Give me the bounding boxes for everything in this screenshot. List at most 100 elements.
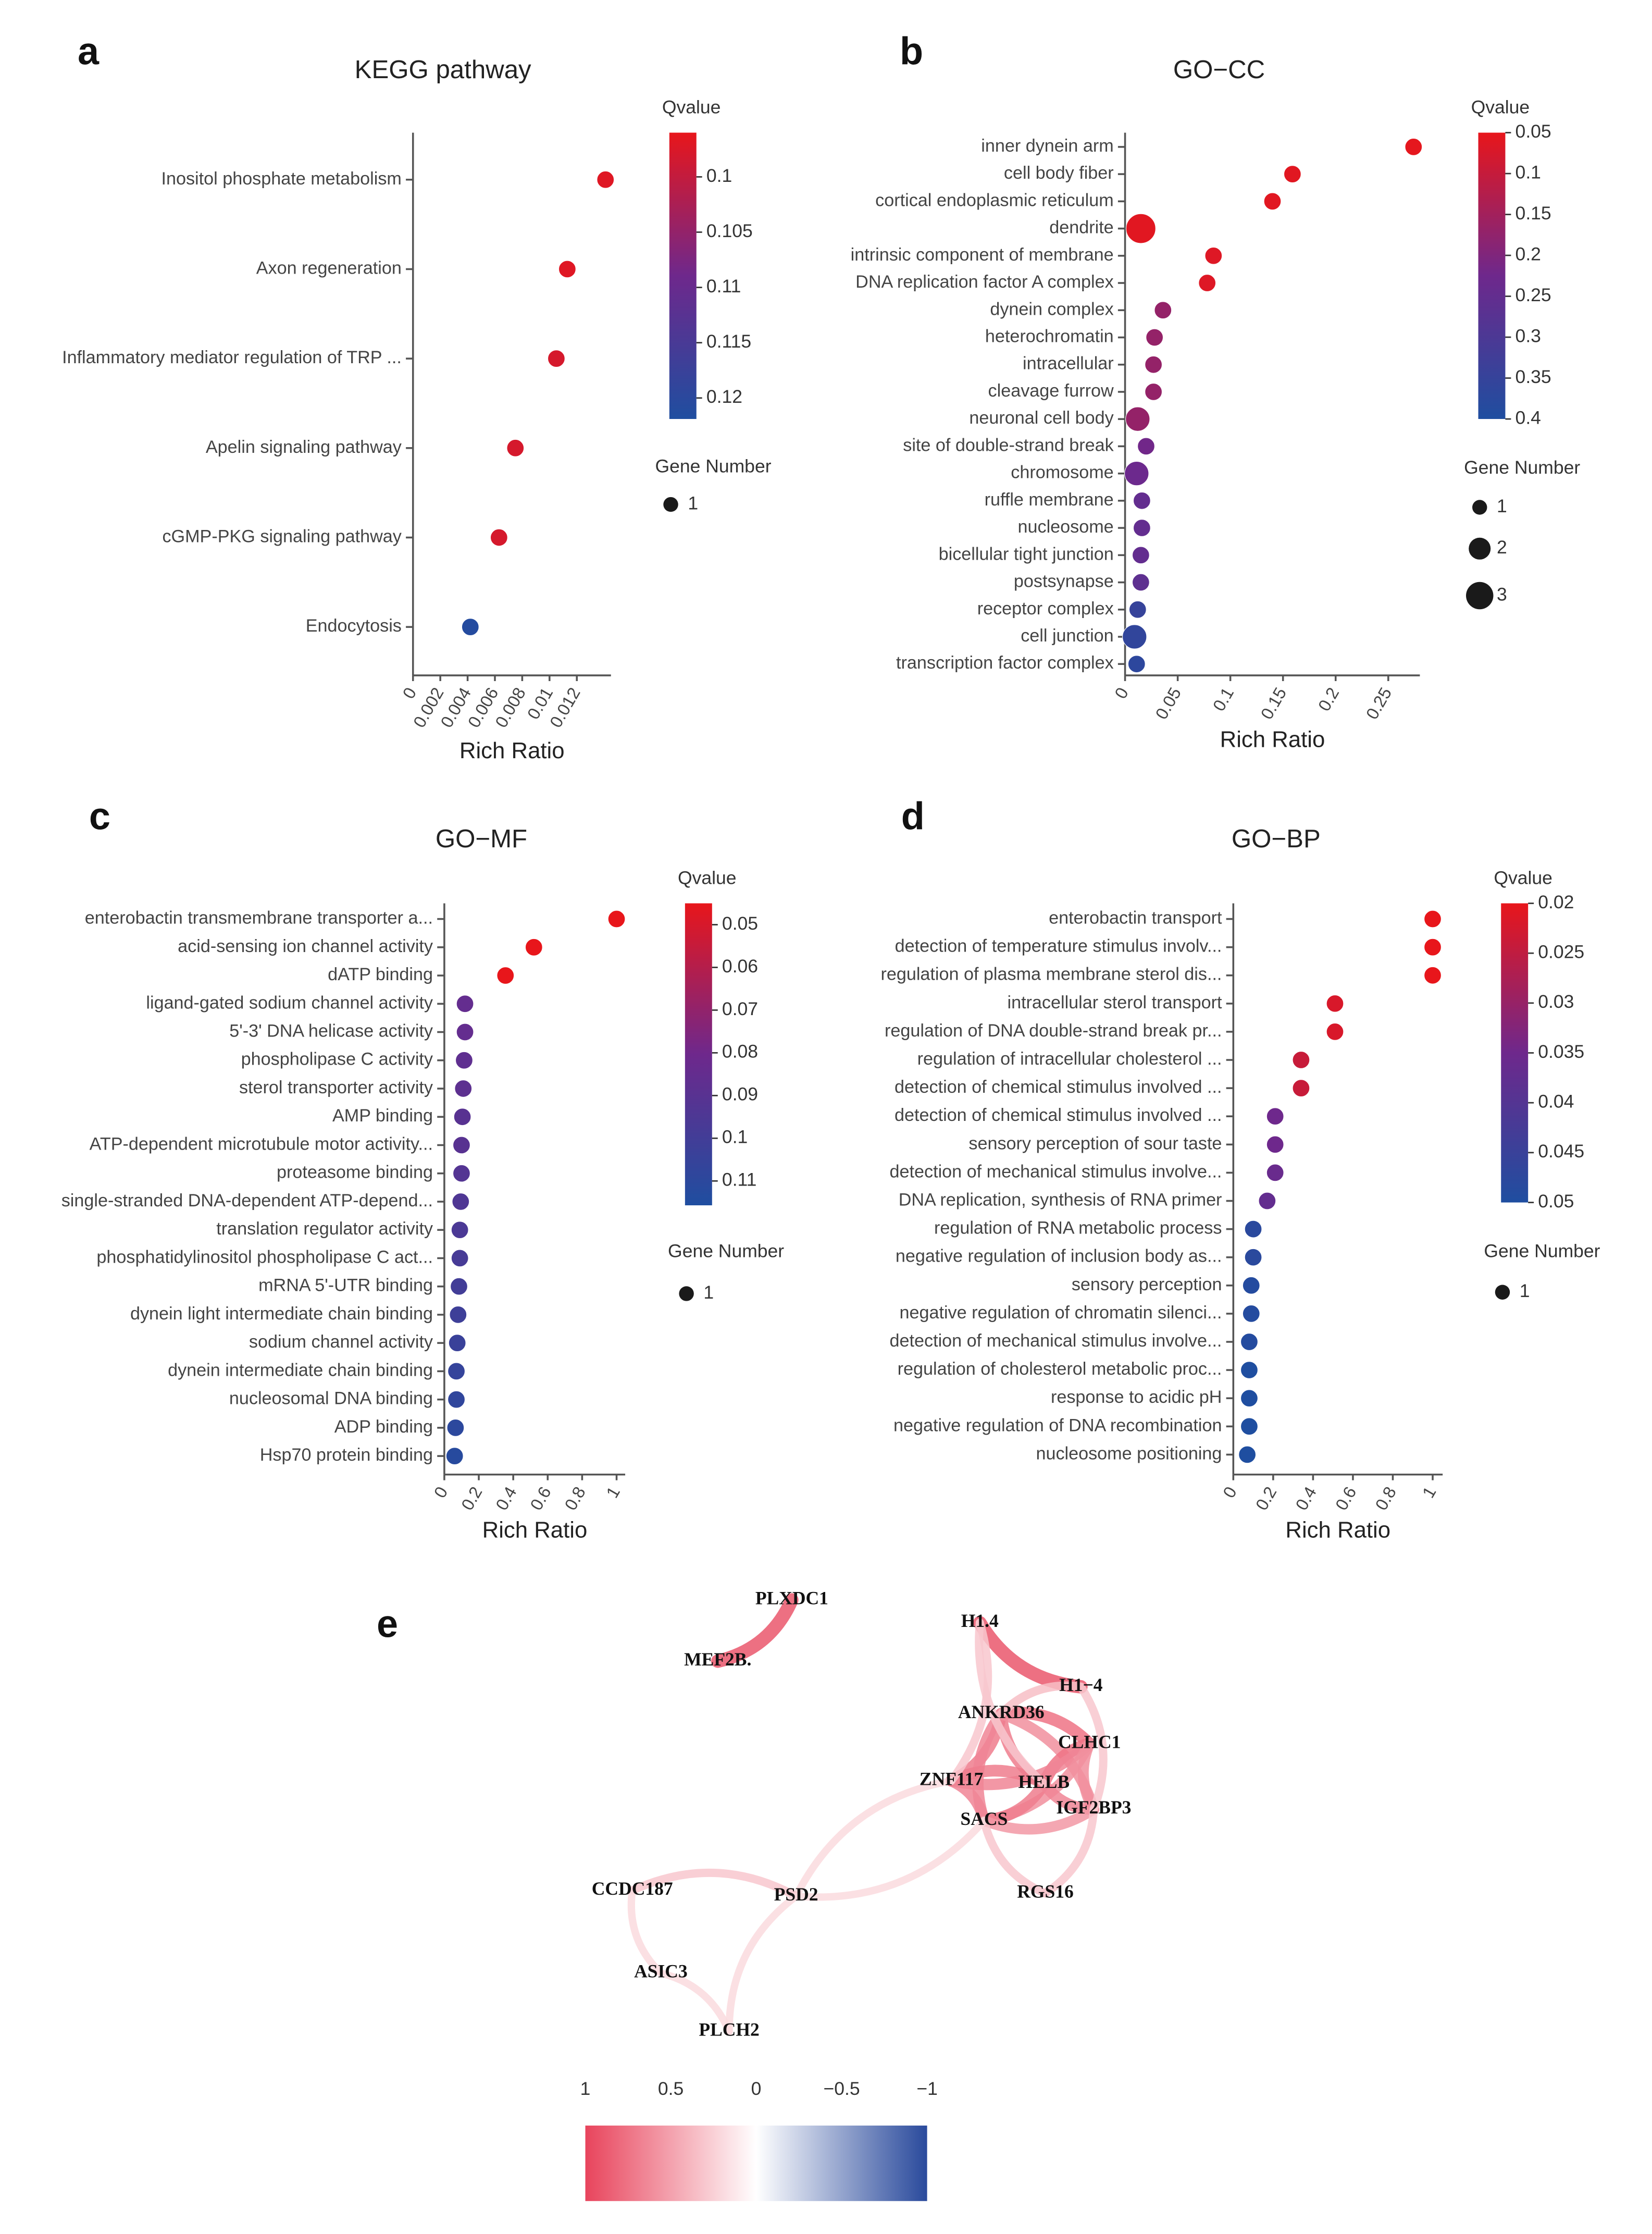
edges bbox=[627, 1593, 1108, 2035]
colorbar-tick-label: 0.15 bbox=[1516, 203, 1551, 224]
y-tick-label: acid-sensing ion channel activity bbox=[178, 936, 433, 956]
x-tick-label: 0.8 bbox=[1371, 1483, 1400, 1513]
y-tick-label: ligand-gated sodium channel activity bbox=[146, 993, 433, 1013]
node-label: PSD2 bbox=[774, 1884, 818, 1905]
y-tick-label: ATP-dependent microtubule motor activity… bbox=[90, 1134, 433, 1154]
bubble bbox=[454, 1080, 473, 1097]
network: e PLXDC1 MEF2B. H1.4 H1−4 ANKRD36 CLHC1 ZNF117 H… bbox=[377, 1587, 1131, 2201]
colorbar-tick-label: 0.5 bbox=[658, 2078, 684, 2099]
bubble bbox=[453, 1108, 471, 1126]
bubble bbox=[1145, 382, 1163, 401]
bubble bbox=[1326, 1022, 1344, 1041]
bubble bbox=[1405, 138, 1423, 156]
edge bbox=[946, 1775, 990, 1826]
panel-letter: b bbox=[900, 30, 923, 73]
bubble bbox=[451, 1249, 469, 1267]
y-tick-label: nucleosome bbox=[1018, 517, 1114, 537]
bubble bbox=[1242, 1276, 1260, 1294]
y-tick-label: detection of chemical stimulus involved … bbox=[895, 1105, 1222, 1125]
colorbar-tick-label: 0.08 bbox=[722, 1041, 758, 1062]
panel-letter: d bbox=[901, 795, 925, 838]
colorbar-title: Qvalue bbox=[678, 867, 737, 888]
node-label: H1.4 bbox=[961, 1610, 999, 1631]
y-tick-label: negative regulation of inclusion body as… bbox=[896, 1246, 1222, 1266]
y-tick-label: detection of mechanical stimulus involve… bbox=[890, 1162, 1222, 1181]
y-tick-label: cell body fiber bbox=[1004, 163, 1114, 183]
panel: a KEGG pathway00.0020.0040.0060.0080.010.… bbox=[62, 30, 772, 764]
colorbar-tick-label: −0.5 bbox=[824, 2078, 860, 2099]
node-label: SACS bbox=[961, 1808, 1008, 1829]
colorbar bbox=[685, 903, 712, 1205]
bubble bbox=[1133, 491, 1151, 510]
y-tick-label: translation regulator activity bbox=[216, 1219, 433, 1239]
x-tick-label: 0.2 bbox=[457, 1483, 486, 1513]
x-tick-label: 0 bbox=[430, 1483, 451, 1501]
size-legend-label: 1 bbox=[1497, 496, 1507, 516]
colorbar-tick-label: 0.03 bbox=[1538, 991, 1574, 1012]
y-tick-label: negative regulation of chromatin silenci… bbox=[899, 1303, 1222, 1323]
y-tick-label: detection of temperature stimulus involv… bbox=[895, 936, 1222, 956]
x-tick-label: 0.25 bbox=[1362, 684, 1395, 723]
bubble bbox=[1263, 192, 1282, 211]
x-axis-label: Rich Ratio bbox=[1220, 726, 1325, 752]
panel: b GO−CC 0 0.05 0.1 0.15 0.2 0.25 Rich Ratio Qvalu… bbox=[851, 30, 1581, 752]
bubble bbox=[506, 439, 525, 457]
node-label: RGS16 bbox=[1017, 1881, 1074, 1902]
edge bbox=[980, 1816, 1050, 1898]
colorbar-tick-label: 0.045 bbox=[1538, 1141, 1584, 1162]
bubble bbox=[453, 1136, 470, 1154]
colorbar-tick-label: 0.2 bbox=[1516, 243, 1541, 264]
bubble bbox=[1424, 966, 1442, 984]
panel-letter: c bbox=[89, 795, 110, 838]
bubble bbox=[1145, 355, 1163, 374]
edge bbox=[711, 1593, 799, 1668]
chart-title: GO−MF bbox=[436, 824, 527, 853]
bubble bbox=[1238, 1446, 1257, 1464]
y-tick-label: Inositol phosphate metabolism bbox=[161, 169, 401, 189]
node-label: ASIC3 bbox=[634, 1961, 688, 1982]
x-tick-label: 0.8 bbox=[561, 1483, 589, 1513]
bubble bbox=[1240, 1389, 1258, 1408]
node-label: MEF2B. bbox=[684, 1649, 751, 1670]
y-tick-label: dendrite bbox=[1049, 218, 1113, 238]
y-tick-label: ruffle membrane bbox=[985, 490, 1114, 510]
node-label: PLCH2 bbox=[699, 2019, 759, 2040]
x-tick-label: 1 bbox=[602, 1483, 624, 1501]
bubble bbox=[455, 1051, 473, 1069]
y-tick-label: ADP binding bbox=[334, 1417, 433, 1437]
colorbar-tick-label: 0.025 bbox=[1538, 942, 1584, 962]
bubble bbox=[1424, 938, 1442, 956]
x-tick-label: 0.05 bbox=[1151, 684, 1185, 723]
edge bbox=[792, 1817, 988, 1901]
size-legend-title: Gene Number bbox=[1464, 457, 1580, 478]
bubble bbox=[1122, 624, 1147, 649]
bubble bbox=[1133, 519, 1151, 537]
colorbar-tick-label: 0.05 bbox=[1538, 1191, 1574, 1212]
y-tick-label: phospholipase C activity bbox=[241, 1050, 433, 1069]
chart-title: KEGG pathway bbox=[355, 55, 531, 84]
y-tick-label: intracellular sterol transport bbox=[1007, 993, 1222, 1013]
bubble bbox=[558, 260, 576, 278]
node-label: CCDC187 bbox=[592, 1878, 673, 1899]
chart-title: GO−BP bbox=[1232, 824, 1321, 853]
node-label: CLHC1 bbox=[1058, 1731, 1121, 1752]
y-tick-label: Endocytosis bbox=[306, 616, 402, 636]
x-tick-label: 0.2 bbox=[1252, 1483, 1281, 1513]
colorbar-tick-label: 0.035 bbox=[1538, 1041, 1584, 1062]
size-legend-title: Gene Number bbox=[1484, 1241, 1600, 1262]
y-tick-label: 5'-3' DNA helicase activity bbox=[229, 1021, 433, 1041]
node-label: HELB bbox=[1018, 1771, 1070, 1792]
bubble bbox=[452, 1192, 470, 1211]
y-tick-label: cleavage furrow bbox=[988, 381, 1114, 401]
y-tick-label: sodium channel activity bbox=[249, 1332, 433, 1352]
bubble bbox=[1132, 546, 1150, 564]
colorbar bbox=[1501, 903, 1529, 1203]
colorbar-tick-label: 0 bbox=[751, 2078, 762, 2099]
size-legend-dot bbox=[679, 1286, 694, 1301]
bubble bbox=[1137, 437, 1155, 455]
colorbar bbox=[585, 2125, 927, 2201]
node-label: IGF2BP3 bbox=[1056, 1797, 1131, 1818]
size-legend-dot bbox=[1472, 500, 1487, 515]
edge bbox=[1041, 1805, 1098, 1898]
bubble bbox=[525, 938, 543, 956]
